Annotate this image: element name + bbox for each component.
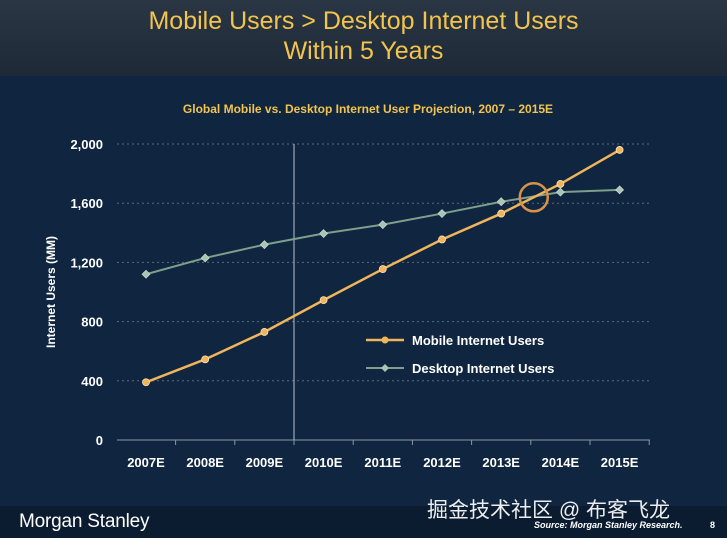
source-note: Source: Morgan Stanley Research.: [534, 520, 683, 530]
mobile-data-point: [319, 296, 328, 305]
y-tick-label: 400: [81, 374, 103, 389]
desktop-data-point: [496, 197, 506, 207]
crossover-highlight-circle: [518, 182, 550, 213]
chart-legend: Mobile Internet Users Desktop Internet Us…: [366, 333, 554, 376]
page-number: 8: [710, 520, 716, 530]
mobile-data-point: [378, 265, 387, 273]
mobile-data-point: [201, 355, 210, 364]
footer-bar: [0, 506, 727, 538]
mobile-data-point: [556, 180, 565, 188]
x-tick-label: 2008E: [186, 455, 224, 470]
y-tick-label: 2,000: [70, 137, 103, 152]
y-tick-label: 800: [81, 315, 103, 330]
desktop-data-point: [319, 229, 329, 238]
y-tick-label: 1,200: [70, 255, 103, 270]
legend-marker: [381, 336, 389, 344]
desktop-data-point: [378, 220, 388, 230]
desktop-data-point: [615, 185, 625, 195]
x-tick-label: 2007E: [127, 455, 165, 470]
desktop-data-point: [259, 240, 269, 250]
mobile-data-point: [497, 209, 506, 218]
mobile-data-point: [438, 235, 446, 244]
x-tick-label: 2010E: [305, 455, 343, 470]
x-tick-label: 2009E: [246, 455, 284, 470]
desktop-series-line: [145, 188, 620, 276]
watermark-text: 掘金技术社区 @ 布客飞龙: [427, 499, 670, 522]
x-tick-label: 2012E: [423, 455, 461, 470]
mobile-data-point: [615, 146, 624, 154]
y-tick-label: 0: [96, 433, 103, 448]
desktop-data-point: [200, 253, 210, 263]
slide-title: Mobile Users > Desktop Internet Users Wi…: [0, 6, 727, 66]
y-tick-label: 1,600: [70, 196, 103, 211]
legend-label: Mobile Internet Users: [412, 333, 544, 348]
x-tick-label: 2014E: [542, 455, 580, 470]
y-tick-labels: 0 400 800 1,200 1,600 2,000: [70, 137, 103, 448]
chart-area: [0, 76, 727, 506]
series-layer: [141, 146, 625, 387]
chart-title: Global Mobile vs. Desktop Internet User …: [183, 102, 553, 116]
x-tick-labels: 2007E 2008E 2009E 2010E 2011E 2012E 2013E 2014E…: [127, 440, 650, 470]
legend-marker: [381, 364, 389, 372]
slide-title-line1: Mobile Users > Desktop Internet Users: [148, 7, 579, 35]
slide-header: Mobile Users > Desktop Internet Users Wi…: [0, 0, 727, 77]
slide-title-line2: Within 5 Years: [283, 37, 444, 65]
gridlines: [117, 143, 650, 441]
legend-label: Desktop Internet Users: [412, 361, 554, 376]
x-tick-label: 2011E: [364, 455, 401, 470]
x-tick-label: 2015E: [601, 455, 639, 470]
y-axis-label: Internet Users (MM): [44, 236, 58, 348]
mobile-data-point: [142, 378, 150, 387]
desktop-data-point: [141, 269, 151, 279]
x-tick-label: 2013E: [482, 455, 520, 470]
desktop-data-point: [437, 209, 447, 218]
desktop-data-point: [555, 187, 565, 197]
morgan-stanley-logo: Morgan Stanley: [19, 511, 150, 532]
mobile-data-point: [260, 328, 269, 336]
